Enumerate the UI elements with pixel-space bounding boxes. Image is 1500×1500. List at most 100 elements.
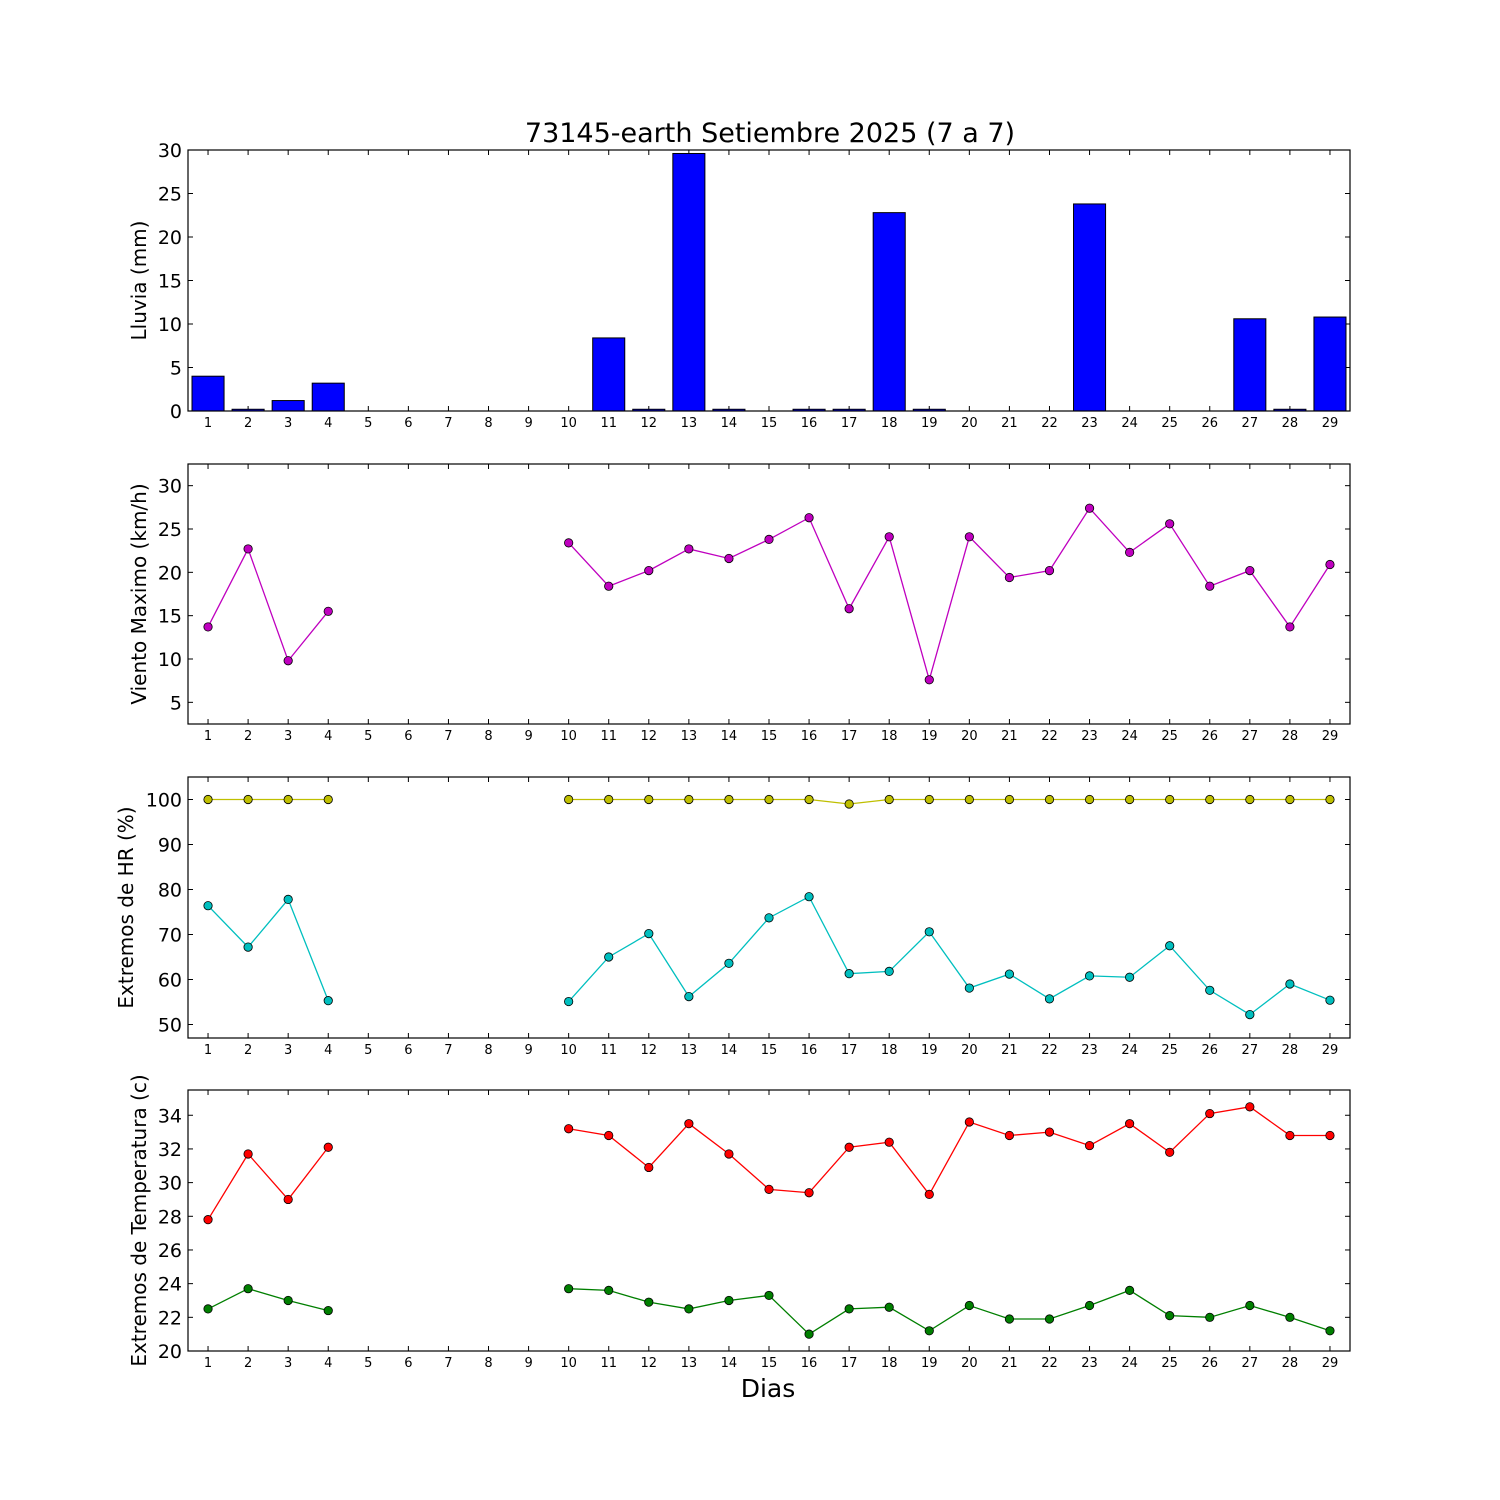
data-point	[283, 1295, 293, 1306]
data-point	[1044, 1127, 1055, 1137]
data-point	[1285, 794, 1295, 805]
x-tick-label: 26	[1201, 1043, 1218, 1058]
series-line	[207, 898, 329, 1001]
data-point	[884, 532, 894, 542]
x-tick-label: 20	[961, 1356, 978, 1371]
data-point	[644, 1297, 654, 1307]
data-point	[283, 894, 293, 905]
x-tick-label: 23	[1081, 729, 1098, 744]
rain-bar	[592, 337, 626, 412]
x-tick-label: 7	[444, 1356, 452, 1371]
x-tick-label: 29	[1322, 416, 1339, 431]
data-point	[804, 892, 814, 902]
data-point	[1125, 972, 1135, 982]
x-tick-label: 12	[641, 1356, 658, 1371]
series-1	[203, 1102, 1335, 1225]
data-point	[1285, 1312, 1295, 1322]
data-point	[764, 794, 774, 805]
data-point	[1004, 969, 1015, 979]
data-point	[1325, 995, 1335, 1005]
data-point	[764, 534, 774, 545]
data-point	[243, 1284, 253, 1294]
data-point	[203, 794, 213, 805]
y-tick-label: 34	[158, 1105, 182, 1127]
data-point	[844, 969, 854, 979]
data-point	[283, 794, 293, 805]
data-point	[684, 1119, 694, 1129]
data-point	[1205, 581, 1215, 591]
y-tick-label: 70	[158, 925, 182, 947]
x-tick-label: 22	[1041, 729, 1058, 744]
rain-bar	[872, 212, 906, 412]
x-tick-label: 29	[1322, 729, 1339, 744]
series-1	[203, 503, 1335, 685]
y-axis-label: Extremos de Temperatura (c)	[127, 1074, 151, 1366]
x-tick-label: 27	[1242, 729, 1259, 744]
y-tick-label: 28	[158, 1206, 182, 1228]
axes-frame	[187, 1089, 1351, 1352]
x-tick-label: 3	[284, 416, 292, 431]
x-tick-label: 13	[681, 416, 698, 431]
x-tick-label: 6	[404, 729, 412, 744]
data-point	[1004, 1314, 1015, 1324]
y-tick-label: 20	[158, 562, 182, 584]
axes-frame	[187, 149, 1351, 412]
data-point	[1205, 1312, 1215, 1322]
data-point	[724, 794, 734, 805]
data-point	[884, 966, 894, 977]
x-tick-label: 20	[961, 729, 978, 744]
x-tick-label: 1	[204, 1043, 212, 1058]
x-tick-label: 2	[244, 729, 252, 744]
rain-bar	[191, 375, 225, 412]
data-point	[1245, 794, 1255, 805]
x-tick-label: 4	[324, 416, 332, 431]
data-point	[243, 794, 253, 805]
data-point	[1245, 1009, 1255, 1020]
y-tick-label: 0	[170, 401, 182, 423]
data-point	[604, 1130, 614, 1141]
data-point	[964, 794, 974, 805]
data-point	[684, 1304, 694, 1314]
y-tick-label: 26	[158, 1240, 182, 1262]
axes-frame	[187, 776, 1351, 1039]
data-point	[203, 622, 213, 632]
data-point	[1004, 794, 1015, 805]
x-tick-label: 24	[1121, 1043, 1138, 1058]
x-tick-label: 28	[1282, 729, 1299, 744]
data-point	[323, 1142, 333, 1152]
x-tick-label: 18	[881, 1356, 898, 1371]
x-tick-label: 19	[921, 1043, 938, 1058]
x-tick-label: 26	[1201, 1356, 1218, 1371]
x-tick-label: 18	[881, 729, 898, 744]
data-point	[1205, 985, 1215, 995]
rain-bar	[311, 382, 345, 412]
x-tick-label: 7	[444, 729, 452, 744]
x-tick-label: 5	[364, 1356, 372, 1371]
data-point	[644, 928, 654, 939]
x-tick-label: 16	[801, 1356, 818, 1371]
x-tick-label: 25	[1161, 1356, 1178, 1371]
chart-title: 73145-earth Setiembre 2025 (7 a 7)	[525, 118, 1015, 149]
y-tick-label: 90	[158, 835, 182, 857]
data-point	[1165, 1311, 1175, 1321]
data-point	[844, 604, 854, 614]
data-point	[1285, 979, 1295, 989]
rain-bar	[1313, 316, 1347, 412]
data-point	[964, 983, 974, 993]
x-tick-label: 8	[484, 416, 492, 431]
x-tick-label: 23	[1081, 1356, 1098, 1371]
data-point	[1044, 994, 1055, 1004]
x-tick-label: 26	[1201, 729, 1218, 744]
data-point	[644, 565, 654, 576]
data-point	[964, 1300, 974, 1311]
x-tick-label: 2	[244, 416, 252, 431]
x-tick-label: 9	[524, 729, 532, 744]
data-point	[283, 656, 293, 666]
x-tick-label: 18	[881, 1043, 898, 1058]
y-tick-label: 15	[158, 606, 182, 628]
data-point	[724, 1295, 734, 1306]
x-tick-label: 23	[1081, 416, 1098, 431]
data-point	[1084, 794, 1095, 805]
x-tick-label: 8	[484, 729, 492, 744]
x-tick-label: 20	[961, 1043, 978, 1058]
